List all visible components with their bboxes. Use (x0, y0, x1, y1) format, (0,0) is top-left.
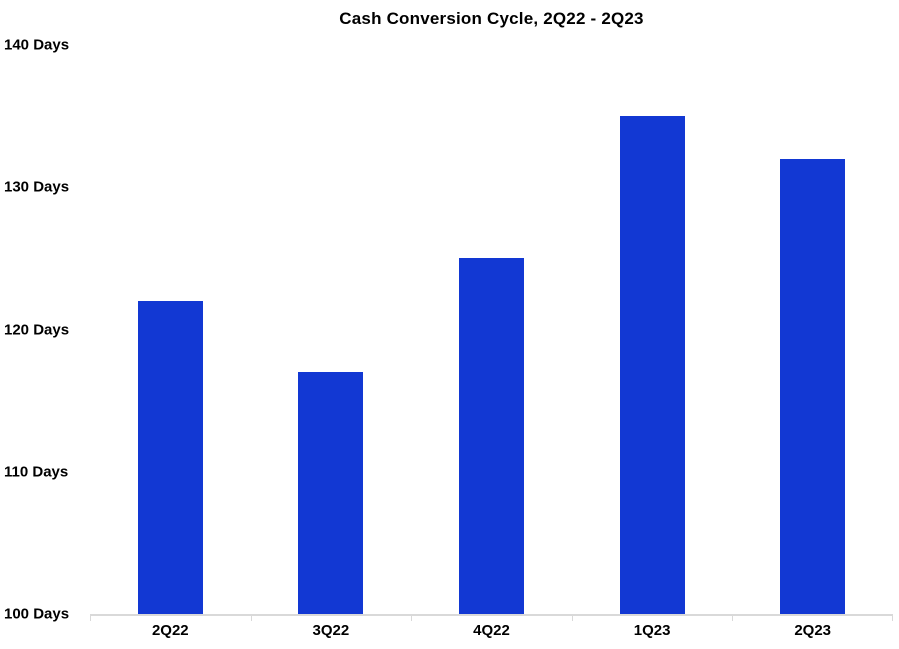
x-axis-tick (892, 614, 893, 621)
x-axis-tick (411, 614, 413, 621)
x-axis-label-1q23: 1Q23 (633, 622, 671, 639)
y-axis-label: 120 Days (4, 321, 70, 338)
x-axis-label-4q22: 4Q22 (473, 622, 510, 639)
y-axis-label: 110 Days (4, 463, 69, 481)
x-axis-label-3q22: 3Q22 (312, 622, 350, 639)
bar-4q22 (459, 258, 524, 614)
bar-2q23 (780, 158, 846, 614)
y-axis-label: 140 Days (4, 36, 70, 54)
x-axis-line (90, 614, 893, 616)
x-axis-label-2q23: 2Q23 (794, 622, 832, 639)
x-axis-tick (732, 614, 734, 621)
y-axis-label: 100 Days (4, 605, 70, 623)
x-axis-tick (571, 614, 573, 621)
bar-2q22 (137, 301, 203, 614)
bar-3q22 (298, 372, 364, 614)
x-axis-tick (250, 614, 252, 621)
bar-1q23 (619, 116, 685, 614)
chart-title: Cash Conversion Cycle, 2Q22 - 2Q23 (339, 9, 644, 28)
x-axis-tick (90, 614, 91, 621)
y-axis-label: 130 Days (4, 178, 70, 196)
x-axis-label-2q22: 2Q22 (151, 622, 189, 639)
